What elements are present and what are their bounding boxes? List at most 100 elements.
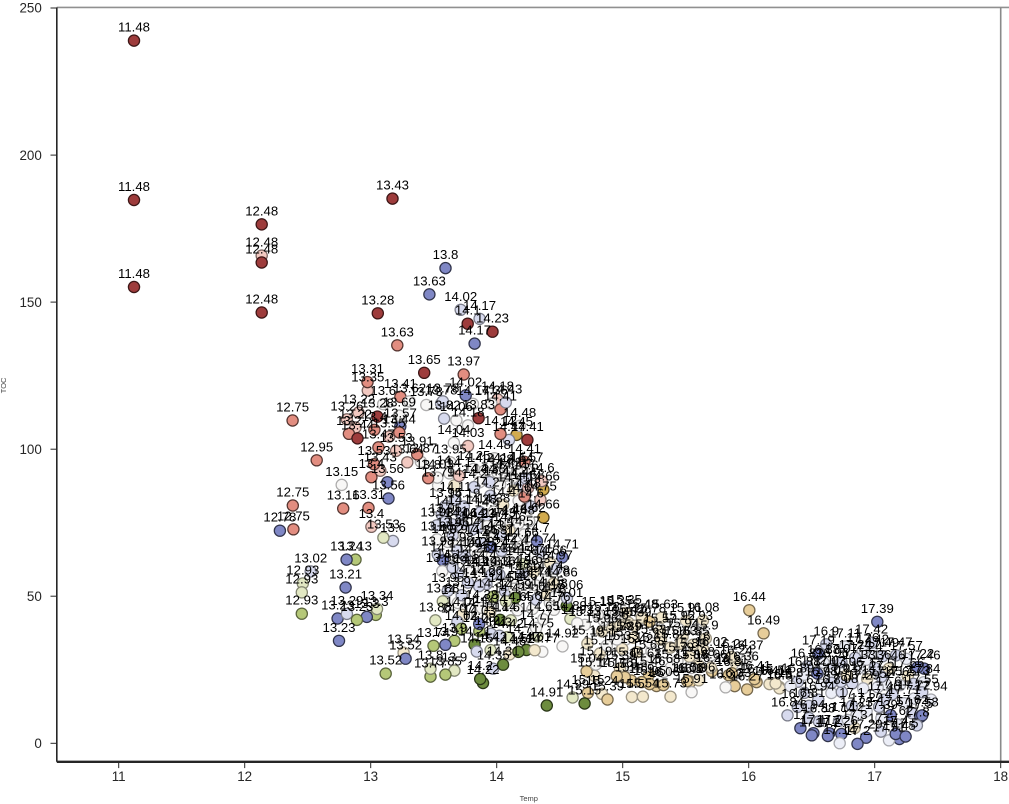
- svg-text:100: 100: [19, 442, 41, 457]
- svg-text:14.6: 14.6: [518, 486, 544, 501]
- svg-text:17.14: 17.14: [822, 700, 855, 715]
- svg-text:12.93: 12.93: [285, 571, 318, 586]
- svg-text:12.75: 12.75: [277, 508, 310, 523]
- svg-text:15.85: 15.85: [677, 624, 710, 639]
- svg-text:14.19: 14.19: [447, 486, 480, 501]
- svg-text:12.48: 12.48: [245, 292, 278, 307]
- svg-text:16.96: 16.96: [816, 645, 849, 660]
- svg-text:15.9: 15.9: [693, 618, 719, 633]
- svg-text:13.77: 13.77: [414, 656, 447, 671]
- svg-text:16.24: 16.24: [715, 636, 748, 651]
- svg-text:14.14: 14.14: [461, 595, 494, 610]
- svg-text:14.1: 14.1: [446, 455, 472, 470]
- svg-text:14.4: 14.4: [471, 547, 497, 562]
- svg-text:17.5: 17.5: [893, 716, 919, 731]
- svg-text:17.03: 17.03: [824, 661, 857, 676]
- svg-text:14.71: 14.71: [546, 536, 579, 551]
- svg-text:14.46: 14.46: [493, 509, 526, 524]
- svg-text:17.57: 17.57: [890, 638, 923, 653]
- svg-text:15.89: 15.89: [673, 636, 706, 651]
- svg-text:15.33: 15.33: [606, 628, 639, 643]
- svg-text:13.26: 13.26: [330, 398, 363, 413]
- svg-text:14.37: 14.37: [477, 576, 510, 591]
- svg-text:14.45: 14.45: [500, 414, 533, 429]
- svg-text:16.44: 16.44: [733, 589, 766, 604]
- svg-text:14.21: 14.21: [474, 613, 507, 628]
- svg-text:17.72: 17.72: [897, 678, 930, 693]
- svg-text:14.2: 14.2: [459, 509, 485, 524]
- svg-text:250: 250: [19, 1, 41, 16]
- svg-text:15.98: 15.98: [682, 644, 715, 659]
- svg-text:17.62: 17.62: [880, 703, 913, 718]
- svg-text:14.8: 14.8: [542, 576, 568, 591]
- svg-text:13.28: 13.28: [361, 292, 394, 307]
- svg-text:17.06: 17.06: [830, 654, 863, 669]
- svg-text:14.11: 14.11: [439, 479, 471, 494]
- svg-text:13.34: 13.34: [360, 588, 393, 603]
- svg-text:16.08: 16.08: [686, 599, 719, 614]
- svg-text:15.46: 15.46: [632, 653, 665, 668]
- svg-text:14.42: 14.42: [491, 616, 524, 631]
- svg-text:14.75: 14.75: [531, 574, 564, 589]
- svg-text:13.43: 13.43: [376, 178, 409, 193]
- svg-text:14.76: 14.76: [537, 589, 570, 604]
- svg-text:13: 13: [363, 769, 378, 784]
- svg-text:13.85: 13.85: [429, 654, 462, 669]
- svg-text:14.25: 14.25: [457, 448, 490, 463]
- svg-text:15.82: 15.82: [654, 627, 687, 642]
- svg-text:16.21: 16.21: [715, 652, 748, 667]
- svg-text:13.97: 13.97: [445, 574, 478, 589]
- svg-text:14.4: 14.4: [474, 495, 500, 510]
- svg-text:13.93: 13.93: [420, 504, 453, 519]
- svg-text:14.66: 14.66: [534, 542, 567, 557]
- svg-text:17.19: 17.19: [802, 633, 835, 648]
- svg-text:14.02: 14.02: [445, 608, 478, 623]
- svg-text:13.15: 13.15: [325, 464, 358, 479]
- svg-text:14.61: 14.61: [518, 629, 551, 644]
- svg-text:15.9: 15.9: [629, 661, 655, 676]
- svg-text:16.89: 16.89: [815, 672, 848, 687]
- svg-text:13.28: 13.28: [361, 396, 394, 411]
- svg-text:15.76: 15.76: [600, 655, 633, 670]
- svg-text:14.68: 14.68: [512, 467, 545, 482]
- svg-text:15.13: 15.13: [568, 604, 601, 619]
- svg-text:13.64: 13.64: [391, 441, 424, 456]
- svg-text:15.42: 15.42: [620, 631, 653, 646]
- svg-text:16.06: 16.06: [671, 660, 704, 675]
- svg-text:13.4: 13.4: [359, 506, 385, 521]
- svg-text:13.52: 13.52: [369, 653, 402, 668]
- svg-text:150: 150: [19, 295, 41, 310]
- svg-text:15.54: 15.54: [626, 676, 659, 691]
- svg-text:17.03: 17.03: [815, 662, 848, 677]
- svg-text:14.02: 14.02: [444, 289, 477, 304]
- svg-text:17.4: 17.4: [883, 713, 909, 728]
- svg-text:16.84: 16.84: [771, 694, 804, 709]
- svg-text:16.94: 16.94: [792, 697, 825, 712]
- svg-text:15.39: 15.39: [603, 648, 636, 663]
- svg-text:14.46: 14.46: [493, 633, 526, 648]
- svg-text:17.24: 17.24: [839, 637, 872, 652]
- svg-text:14.13: 14.13: [436, 547, 469, 562]
- svg-text:15.91: 15.91: [669, 600, 702, 615]
- svg-text:13.8: 13.8: [418, 648, 444, 663]
- svg-text:17.22: 17.22: [901, 646, 934, 661]
- svg-text:14.36: 14.36: [465, 522, 498, 537]
- svg-text:14.1: 14.1: [437, 452, 463, 467]
- svg-text:13.4: 13.4: [362, 409, 388, 424]
- svg-text:15.15: 15.15: [571, 672, 604, 687]
- svg-text:17.5: 17.5: [868, 711, 894, 726]
- svg-text:14.4: 14.4: [503, 533, 529, 548]
- svg-text:15.48: 15.48: [615, 660, 648, 675]
- svg-text:17.23: 17.23: [840, 694, 873, 709]
- svg-text:15.14: 15.14: [578, 655, 611, 670]
- svg-text:16.08: 16.08: [673, 661, 706, 676]
- svg-text:16.88: 16.88: [802, 700, 835, 715]
- svg-text:15.68: 15.68: [632, 637, 665, 652]
- svg-text:17.62: 17.62: [896, 692, 929, 707]
- svg-text:13.65: 13.65: [408, 352, 441, 367]
- svg-text:14.36: 14.36: [475, 383, 508, 398]
- svg-text:15.44: 15.44: [611, 645, 644, 660]
- svg-text:13.99: 13.99: [441, 552, 474, 567]
- svg-text:14.28: 14.28: [481, 451, 514, 466]
- svg-text:14.75: 14.75: [524, 479, 557, 494]
